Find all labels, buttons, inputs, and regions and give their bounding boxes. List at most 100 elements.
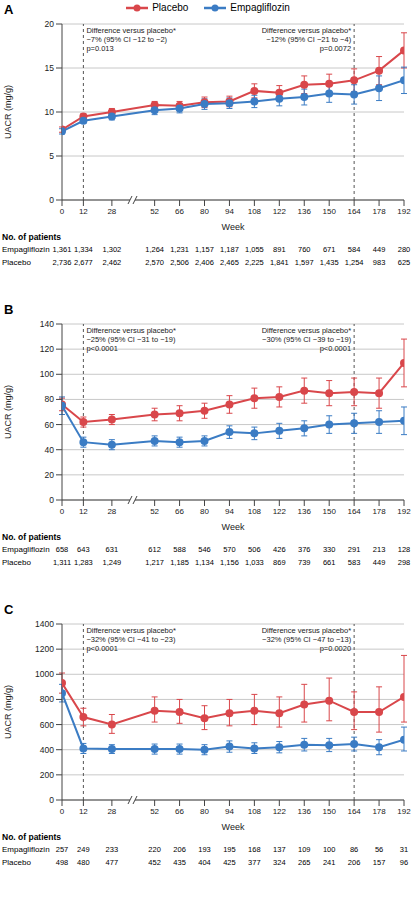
- html-text:Empagliflozin 1,361 1,334: Empagliflozin 1,361 1,334: [2, 245, 93, 254]
- svg-text:178: 178: [372, 207, 386, 216]
- svg-text:120: 120: [40, 344, 54, 354]
- html-text:1,302: 1,302: [102, 245, 122, 254]
- svg-text:12: 12: [79, 807, 88, 816]
- svg-text:94: 94: [225, 507, 234, 516]
- svg-text:122: 122: [273, 807, 287, 816]
- html-text:1,187: 1,187: [220, 245, 239, 254]
- html-text:2,736 2,677: 2,736 2,677: [52, 258, 93, 267]
- html-text:−7% (95% CI −12 to −2): −7% (95% CI −12 to −2): [86, 35, 168, 44]
- svg-text:Week: Week: [222, 522, 245, 530]
- svg-text:600: 600: [40, 720, 54, 730]
- svg-text:28: 28: [107, 207, 116, 216]
- svg-text:52: 52: [150, 807, 159, 816]
- svg-text:192: 192: [397, 207, 408, 216]
- svg-text:10: 10: [45, 107, 55, 117]
- svg-text:192: 192: [397, 807, 408, 816]
- svg-text:80: 80: [200, 207, 209, 216]
- svg-text:28: 28: [107, 507, 116, 516]
- html-text:A: A: [4, 2, 14, 17]
- svg-text:108: 108: [248, 507, 262, 516]
- svg-text:Week: Week: [222, 822, 245, 830]
- svg-text:800: 800: [40, 694, 54, 704]
- svg-text:0: 0: [60, 807, 65, 816]
- svg-text:150: 150: [323, 207, 337, 216]
- html-text:p=0.013: p=0.013: [86, 44, 114, 53]
- svg-text:122: 122: [273, 507, 287, 516]
- svg-text:100: 100: [40, 369, 54, 379]
- svg-text:UACR (mg/g): UACR (mg/g): [8, 385, 13, 439]
- svg-text:0: 0: [49, 195, 54, 205]
- svg-text:0: 0: [49, 795, 54, 805]
- svg-text:192: 192: [397, 507, 408, 516]
- html-text:1,157: 1,157: [195, 245, 214, 254]
- svg-text:136: 136: [298, 807, 312, 816]
- html-text:1,264: 1,264: [145, 245, 164, 254]
- html-text:2,462: 2,462: [102, 258, 122, 267]
- svg-text:20: 20: [45, 470, 55, 480]
- svg-text:12: 12: [79, 207, 88, 216]
- html-text:−12% (95% CI −21 to −4): −12% (95% CI −21 to −4): [266, 35, 352, 44]
- svg-text:52: 52: [150, 207, 159, 216]
- html-text:760: 760: [298, 245, 311, 254]
- html-text:B: B: [4, 302, 14, 317]
- html-text:449: 449: [372, 245, 386, 254]
- svg-text:80: 80: [45, 394, 55, 404]
- html-text:Empagliflozin: Empagliflozin: [230, 2, 290, 13]
- svg-text:60: 60: [45, 420, 55, 430]
- svg-text:Week: Week: [222, 222, 245, 230]
- svg-text:400: 400: [40, 745, 54, 755]
- svg-text:136: 136: [298, 207, 312, 216]
- svg-text:66: 66: [175, 207, 184, 216]
- html-text:584: 584: [347, 245, 361, 254]
- svg-text:178: 178: [372, 807, 386, 816]
- svg-text:136: 136: [298, 507, 312, 516]
- html-text:Difference versus placebo*: Difference versus placebo*: [86, 26, 176, 35]
- svg-text:66: 66: [175, 807, 184, 816]
- svg-text:164: 164: [347, 507, 361, 516]
- svg-text:0: 0: [60, 207, 65, 216]
- html-text:C: C: [4, 602, 14, 617]
- html-text:p=0.0072: p=0.0072: [319, 44, 352, 53]
- html-text:Difference versus placebo*: Difference versus placebo*: [261, 26, 352, 35]
- html-text:671: 671: [322, 245, 336, 254]
- svg-text:150: 150: [323, 507, 337, 516]
- html-text:No. of patients: No. of patients: [2, 532, 61, 542]
- svg-text:15: 15: [45, 63, 55, 73]
- html-text:280: 280: [397, 245, 411, 254]
- svg-text:28: 28: [107, 807, 116, 816]
- svg-text:UACR (mg/g): UACR (mg/g): [8, 685, 13, 739]
- svg-text:200: 200: [40, 770, 54, 780]
- svg-text:164: 164: [347, 207, 361, 216]
- svg-text:1000: 1000: [35, 669, 54, 679]
- html-text:1,055: 1,055: [245, 245, 264, 254]
- svg-text:1400: 1400: [35, 619, 54, 629]
- svg-text:94: 94: [225, 807, 234, 816]
- html-text:2,570: 2,570: [145, 258, 164, 267]
- svg-text:0: 0: [60, 507, 65, 516]
- svg-text:150: 150: [323, 807, 337, 816]
- svg-text:40: 40: [45, 445, 55, 455]
- svg-text:80: 80: [200, 807, 209, 816]
- svg-text:178: 178: [372, 507, 386, 516]
- html-text:Placebo: Placebo: [152, 2, 189, 13]
- svg-text:0: 0: [49, 495, 54, 505]
- svg-text:20: 20: [45, 19, 55, 29]
- html-text:1,231: 1,231: [170, 245, 189, 254]
- svg-text:164: 164: [347, 807, 361, 816]
- svg-text:5: 5: [49, 151, 54, 161]
- svg-text:UACR (mg/g): UACR (mg/g): [8, 85, 13, 139]
- svg-text:122: 122: [273, 207, 287, 216]
- svg-text:80: 80: [200, 507, 209, 516]
- svg-text:66: 66: [175, 507, 184, 516]
- svg-text:12: 12: [79, 507, 88, 516]
- html-text:891: 891: [273, 245, 286, 254]
- html-text:No. of patients: No. of patients: [2, 832, 61, 842]
- svg-text:108: 108: [248, 807, 262, 816]
- svg-text:52: 52: [150, 507, 159, 516]
- html-text:Placebo: Placebo: [2, 258, 31, 267]
- svg-text:108: 108: [248, 207, 262, 216]
- svg-text:140: 140: [40, 319, 54, 329]
- svg-text:94: 94: [225, 207, 234, 216]
- svg-text:1200: 1200: [35, 644, 54, 654]
- html-text:No. of patients: No. of patients: [2, 232, 61, 242]
